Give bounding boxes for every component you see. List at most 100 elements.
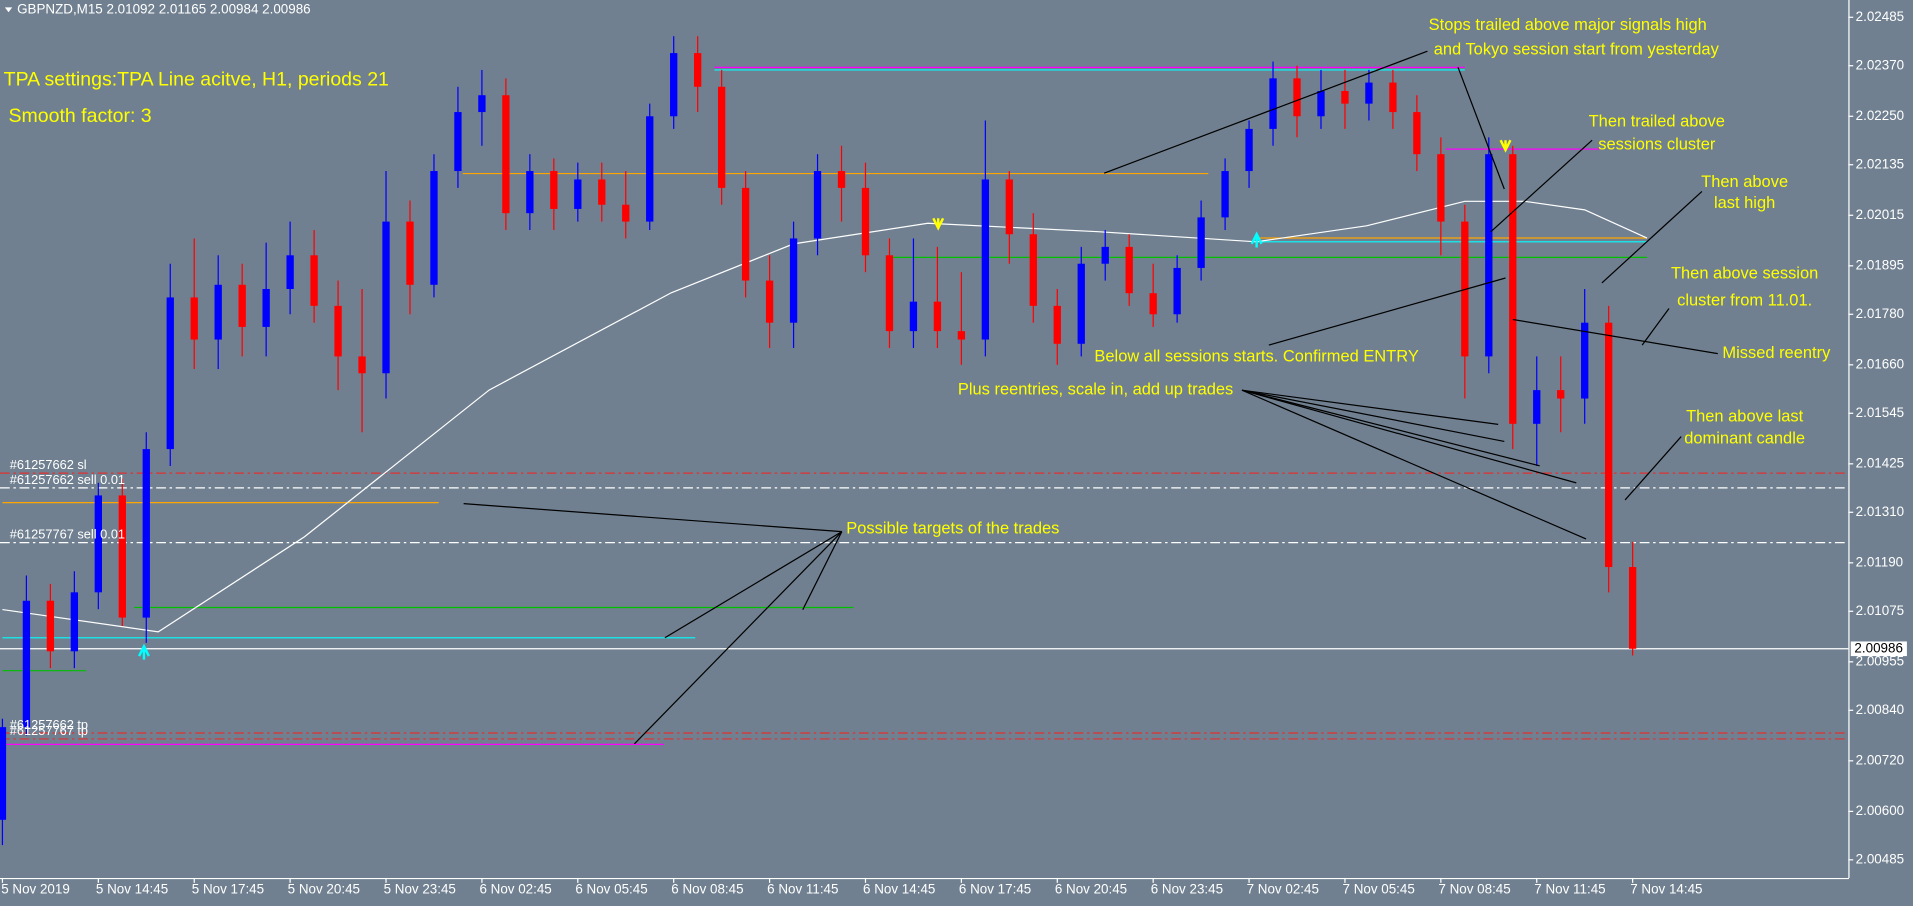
annotation: Stops trailed above major signals high [1429, 16, 1707, 34]
annotation: cluster from 11.01. [1677, 292, 1812, 310]
candle-body [813, 171, 822, 239]
candle-body [358, 356, 366, 374]
candle-body [1365, 82, 1373, 104]
y-tick-label: 2.00720 [1856, 752, 1904, 767]
annotation: Then above [1701, 173, 1788, 191]
y-tick-label: 2.01425 [1856, 455, 1904, 470]
x-tick-label: 7 Nov 08:45 [1438, 882, 1510, 897]
x-tick-label: 5 Nov 23:45 [384, 882, 456, 897]
candle-body [1413, 112, 1421, 155]
y-tick-label: 2.02015 [1856, 207, 1904, 222]
candle-body [1125, 246, 1133, 294]
x-tick-label: 5 Nov 20:45 [288, 882, 360, 897]
candle-body [885, 255, 894, 332]
candle-body [118, 495, 126, 618]
y-tick-label: 2.02370 [1856, 57, 1904, 72]
candle-body [1149, 293, 1157, 315]
annotation: Below all sessions starts. Confirmed ENT… [1094, 348, 1418, 366]
candle-body [741, 187, 750, 281]
candle-body [1053, 305, 1061, 344]
candle-body [502, 95, 510, 214]
candle-body [837, 171, 846, 188]
symbol: GBPNZD,M15 [17, 1, 103, 16]
candle-body [981, 179, 990, 340]
y-tick-label: 2.01780 [1856, 306, 1904, 321]
candle-body [1437, 154, 1445, 222]
signal-arrow [1499, 139, 1512, 153]
y-tick-label: 2.01190 [1856, 554, 1903, 569]
pointer-line [1103, 50, 1428, 174]
candle-body [1245, 128, 1253, 172]
y-tick-label: 2.01660 [1856, 356, 1904, 371]
x-tick-label: 6 Nov 11:45 [767, 882, 838, 897]
candle-body [598, 179, 606, 205]
y-tick-label: 2.01310 [1856, 504, 1904, 519]
y-tick-label: 2.01075 [1856, 603, 1904, 618]
candle-body [166, 297, 174, 450]
candle-body [1317, 90, 1325, 117]
candle-body [70, 592, 79, 652]
order-label: #61257662 tp [10, 717, 88, 732]
candle-body [1533, 390, 1541, 424]
candle-body [1557, 390, 1565, 399]
x-tick-label: 7 Nov 14:45 [1630, 882, 1702, 897]
candle-body [406, 221, 414, 285]
candle-body [1605, 322, 1613, 568]
current-price-label: 2.00986 [1854, 640, 1902, 655]
annotation-pointers [463, 50, 1718, 745]
candle-body [1173, 267, 1181, 315]
y-tick-label: 2.02135 [1856, 156, 1904, 171]
pointer-line [463, 502, 842, 533]
quote-open: 2.01092 [107, 1, 155, 16]
x-tick-label: 6 Nov 14:45 [863, 882, 935, 897]
x-tick-label: 6 Nov 23:45 [1151, 882, 1223, 897]
x-tick-label: 7 Nov 11:45 [1534, 882, 1605, 897]
signal-arrow [932, 217, 945, 231]
pointer-line [1490, 139, 1593, 233]
candle-body [46, 600, 55, 652]
candle-body [94, 495, 102, 593]
x-tick-label: 6 Nov 08:45 [671, 882, 743, 897]
settings-text: Smooth factor: 3 [9, 105, 152, 127]
current-price-box [1850, 641, 1907, 657]
y-tick-label: 2.02485 [1856, 9, 1904, 24]
candle-body [1005, 179, 1013, 235]
candle-body [1293, 78, 1301, 117]
x-tick-label: 6 Nov 20:45 [1055, 882, 1127, 897]
candle-body [1485, 154, 1493, 357]
order-label: #61257662 sell 0.01 [10, 472, 125, 487]
candle-body [694, 53, 702, 87]
pointer-line [802, 531, 843, 610]
settings-text: TPA settings:TPA Line acitve, H1, period… [4, 69, 389, 91]
candle-body [933, 301, 942, 332]
candle-body [1389, 82, 1397, 113]
annotation: and Tokyo session start from yesterday [1434, 40, 1720, 58]
pointer-line [664, 531, 843, 639]
quote-high: 2.01165 [159, 1, 206, 16]
candle-body [430, 171, 438, 285]
candle-body [0, 727, 7, 820]
x-tick-label: 6 Nov 05:45 [575, 882, 647, 897]
candle-body [238, 284, 246, 327]
x-tick-label: 6 Nov 02:45 [479, 882, 551, 897]
annotation: dominant candle [1684, 429, 1805, 447]
candle-body [717, 86, 726, 188]
candle-body [478, 95, 486, 113]
y-tick-label: 2.00600 [1856, 803, 1904, 818]
order-label: #61257767 tp [10, 723, 88, 738]
candle-body [1077, 263, 1085, 344]
pointer-line [1512, 318, 1718, 355]
menu-arrow[interactable] [4, 7, 13, 13]
signal-arrow [1250, 231, 1263, 248]
candle-body [957, 331, 966, 340]
annotation: sessions cluster [1598, 135, 1716, 153]
quote-low: 2.00984 [210, 1, 259, 16]
annotation: Then trailed above [1589, 112, 1725, 130]
annotation: Missed reentry [1722, 344, 1831, 362]
pointer-line [1601, 190, 1703, 284]
y-tick-label: 2.02250 [1856, 108, 1904, 123]
candle-body [1197, 217, 1205, 268]
candle-body [765, 280, 774, 323]
